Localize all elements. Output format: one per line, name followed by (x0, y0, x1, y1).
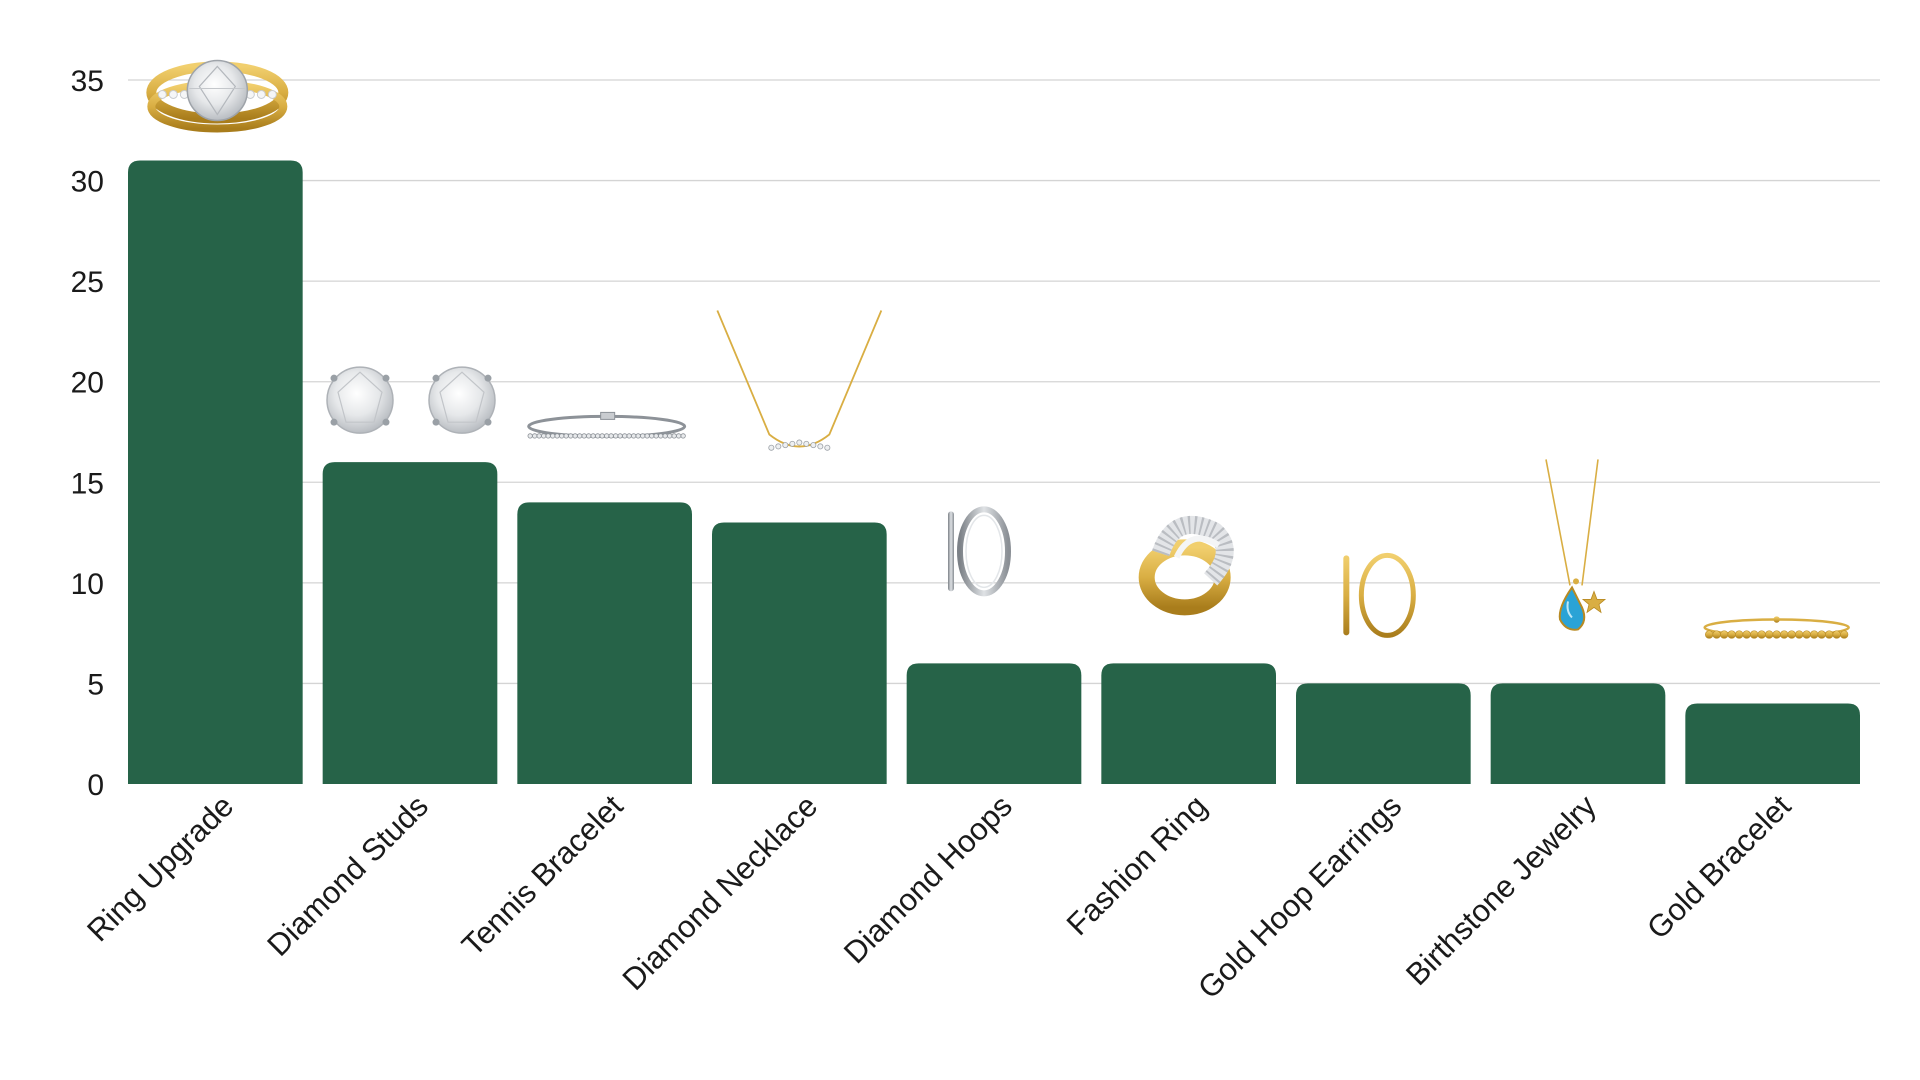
tennis-bracelet-icon (527, 411, 687, 439)
bar-diamond-necklace (712, 522, 887, 784)
x-tick-label: Diamond Hoops (837, 788, 1019, 970)
y-axis-tick-labels: 0 5 10 15 20 25 30 35 (71, 65, 104, 802)
diamond-necklace-icon (716, 310, 883, 451)
gold-hoop-earrings-icon (1343, 552, 1416, 638)
gold-bead-bracelet-icon (1703, 616, 1850, 639)
x-tick-label: Birthstone Jewelry (1399, 788, 1603, 992)
bar-fashion-ring (1101, 663, 1276, 784)
diamond-stud-earrings-icon (326, 366, 496, 434)
x-tick-label: Gold Hoop Earrings (1191, 788, 1408, 1005)
y-tick-label: 20 (71, 367, 104, 400)
pave-knot-ring-icon (1138, 515, 1234, 616)
y-tick-label: 15 (71, 467, 104, 500)
bar-gold-bracelet (1685, 703, 1860, 784)
y-tick-label: 35 (71, 65, 104, 98)
y-tick-label: 10 (71, 568, 104, 601)
y-tick-label: 30 (71, 166, 104, 199)
product-icons (146, 59, 1850, 639)
x-tick-label: Ring Upgrade (80, 788, 240, 948)
bar-birthstone-jewelry (1490, 683, 1666, 784)
x-tick-label: Diamond Necklace (616, 788, 825, 997)
bar-ring-upgrade (128, 160, 303, 784)
bar-gold-hoop-earrings (1296, 683, 1471, 784)
x-tick-label: Fashion Ring (1060, 788, 1214, 942)
y-tick-label: 25 (71, 266, 104, 299)
bar-diamond-studs (322, 462, 498, 784)
diamond-hoop-earrings-icon (948, 506, 1011, 597)
bar-tennis-bracelet (517, 502, 692, 784)
x-axis-category-labels: Ring Upgrade Diamond Studs Tennis Bracelet… (80, 788, 1798, 1006)
y-tick-label: 5 (87, 668, 104, 701)
x-tick-label: Gold Bracelet (1640, 788, 1798, 946)
y-tick-label: 0 (87, 769, 104, 802)
bars (128, 160, 1860, 784)
x-tick-label: Tennis Bracelet (455, 788, 630, 963)
bar-diamond-hoops (906, 663, 1082, 784)
x-tick-label: Diamond Studs (260, 788, 435, 963)
solitaire-ring-with-band-icon (146, 59, 289, 133)
birthstone-pendant-icon (1545, 459, 1607, 631)
